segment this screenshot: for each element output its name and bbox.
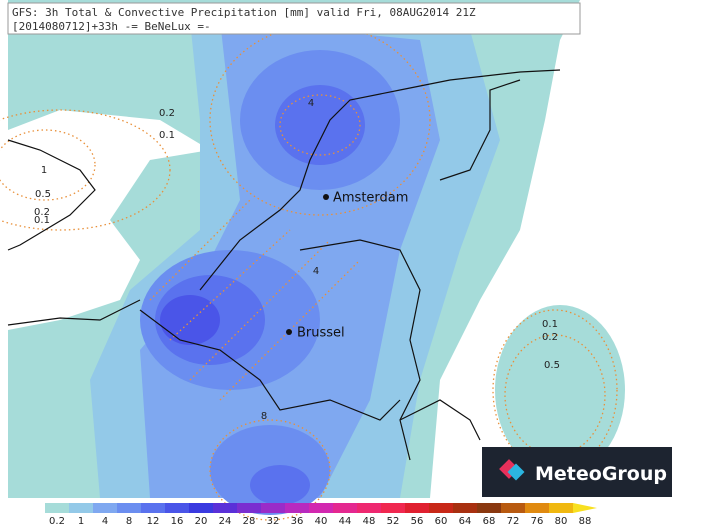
contour-label: 4 — [308, 98, 314, 109]
colorbar-swatch — [549, 503, 573, 513]
colorbar-swatch — [237, 503, 261, 513]
header-line: [2014080712]+33h -= BeNeLux =- — [12, 20, 211, 33]
colorbar-swatch — [309, 503, 333, 513]
colorbar-swatch — [429, 503, 453, 513]
city-label: Brussel — [297, 326, 345, 341]
contour-label: 8 — [261, 411, 267, 422]
colorbar-label: 8 — [126, 516, 132, 527]
colorbar-label: 36 — [291, 516, 304, 527]
colorbar-label: 88 — [579, 516, 592, 527]
city-marker — [323, 194, 329, 200]
colorbar-label: 48 — [363, 516, 376, 527]
contour-label: 1 — [41, 165, 47, 176]
contour-label: 0.2 — [542, 332, 558, 343]
colorbar-label: 1 — [78, 516, 84, 527]
contour-label: 0.5 — [35, 189, 51, 200]
colorbar-label: 56 — [411, 516, 424, 527]
colorbar-label: 4 — [102, 516, 108, 527]
colorbar-label: 80 — [555, 516, 568, 527]
colorbar-swatch — [453, 503, 477, 513]
colorbar-swatch — [525, 503, 549, 513]
contour-label: 0.1 — [159, 130, 175, 141]
colorbar-label: 44 — [339, 516, 352, 527]
header-line: GFS: 3h Total & Convective Precipitation… — [12, 6, 476, 19]
colorbar-swatch — [93, 503, 117, 513]
colorbar-swatch — [45, 503, 69, 513]
contour-label: 0.1 — [34, 215, 50, 226]
colorbar-swatch — [165, 503, 189, 513]
colorbar-swatch — [381, 503, 405, 513]
colorbar-swatch — [141, 503, 165, 513]
colorbar-label: 28 — [243, 516, 256, 527]
colorbar-swatch — [189, 503, 213, 513]
colorbar-swatch — [477, 503, 501, 513]
precip-field — [8, 0, 680, 515]
colorbar-swatch — [261, 503, 285, 513]
colorbar-label: 20 — [195, 516, 208, 527]
colorbar-label: 16 — [171, 516, 184, 527]
colorbar-swatch — [285, 503, 309, 513]
colorbar-label: 32 — [267, 516, 280, 527]
contour-label: 0.1 — [542, 319, 558, 330]
colorbar-label: 52 — [387, 516, 400, 527]
logo-icon — [499, 459, 525, 481]
colorbar: 0.2 1 4 8 12 16 20 24 28 32 36 40 44 48 52 56 60 64 68 72 76… — [45, 503, 597, 527]
colorbar-label: 12 — [147, 516, 160, 527]
colorbar-label: 24 — [219, 516, 232, 527]
colorbar-label: 0.2 — [49, 516, 65, 527]
colorbar-label: 64 — [459, 516, 472, 527]
colorbar-swatch — [117, 503, 141, 513]
coastlines — [7, 69, 561, 461]
colorbar-swatch — [69, 503, 93, 513]
colorbar-arrow — [573, 503, 597, 513]
colorbar-label: 68 — [483, 516, 496, 527]
contour-label: 0.5 — [544, 360, 560, 371]
contour-label: 0.2 — [159, 108, 175, 119]
colorbar-label: 60 — [435, 516, 448, 527]
colorbar-swatch — [333, 503, 357, 513]
colorbar-label: 72 — [507, 516, 520, 527]
colorbar-swatch — [405, 503, 429, 513]
colorbar-label: 40 — [315, 516, 328, 527]
colorbar-swatch — [501, 503, 525, 513]
header-box — [7, 2, 581, 35]
logo-text: MeteoGroup — [535, 463, 667, 485]
city-marker — [286, 329, 292, 335]
contour-label: 0.2 — [34, 207, 50, 218]
colorbar-swatch — [213, 503, 237, 513]
colorbar-label: 76 — [531, 516, 544, 527]
colorbar-swatch — [357, 503, 381, 513]
contour-label: 4 — [313, 266, 319, 277]
city-label: Amsterdam — [333, 191, 408, 206]
